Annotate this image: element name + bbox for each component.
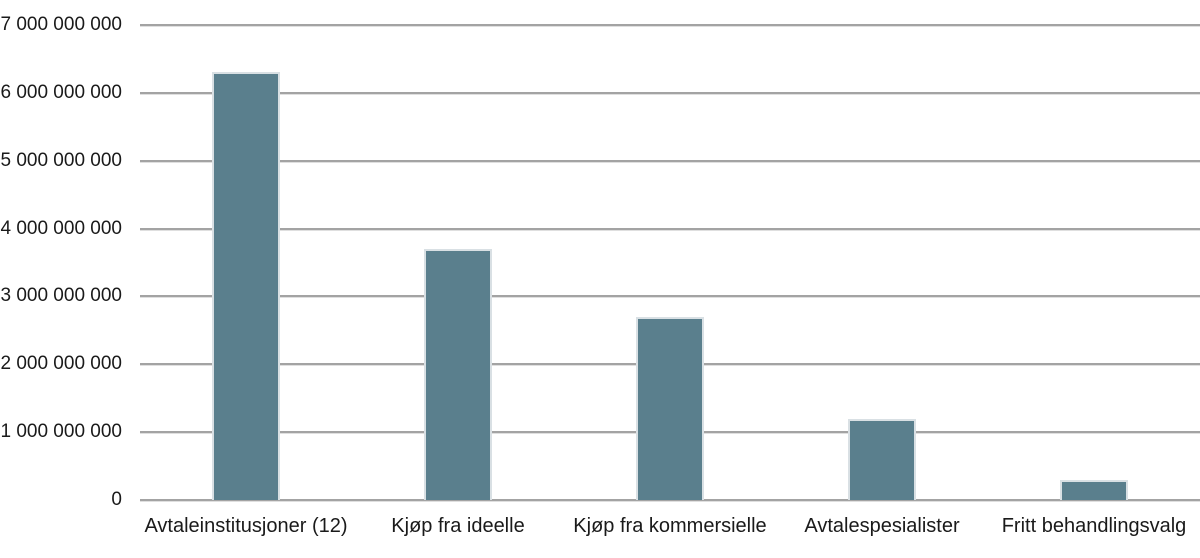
y-tick-label-1: 1 000 000 000 [0, 421, 122, 443]
x-tick-label-avtaleinstitusjoner: Avtaleinstitusjoner (12) [144, 515, 348, 537]
gridline-0 [140, 499, 1200, 501]
x-tick-label-kjøp-fra-ideelle: Kjøp fra ideelle [391, 515, 525, 537]
y-tick-label-0: 0 [111, 489, 122, 510]
bar-kjøp-fra-ideelle [424, 249, 492, 500]
y-tick-label-7: 7 000 000 000 [0, 14, 122, 35]
x-tick-label-fritt-behandlingsvalg: Fritt behandlingsvalg [1001, 515, 1187, 537]
x-tick-label-avtalespesialister: Avtalespesialister [804, 515, 960, 537]
bar-avtaleinstitusjoner [212, 72, 280, 500]
bar-avtalespesialister [848, 419, 916, 500]
plot-area [140, 24, 1200, 501]
gridline-7 [140, 24, 1200, 26]
y-tick-label-2: 2 000 000 000 [0, 353, 122, 375]
x-axis: Avtaleinstitusjoner (12) Kjøp fra ideelle… [140, 513, 1200, 545]
y-tick-label-4: 4 000 000 000 [0, 217, 122, 239]
bar-kjøp-fra-kommersielle [636, 317, 704, 500]
gridline-3 [140, 295, 1200, 298]
y-tick-label-3: 3 000 000 000 [0, 285, 122, 307]
y-axis: 0 1 000 000 000 2 000 000 000 3 000 000 000… [0, 0, 122, 558]
gridline-6 [140, 91, 1200, 94]
y-tick-label-5: 5 000 000 000 [0, 149, 122, 171]
y-tick-label-6: 6 000 000 000 [0, 81, 122, 103]
bar-fritt-behandlingsvalg [1060, 480, 1128, 500]
gridline-5 [140, 159, 1200, 162]
x-tick-label-kjøp-fra-kommersielle: Kjøp fra kommersielle [573, 515, 767, 537]
gridline-4 [140, 227, 1200, 230]
